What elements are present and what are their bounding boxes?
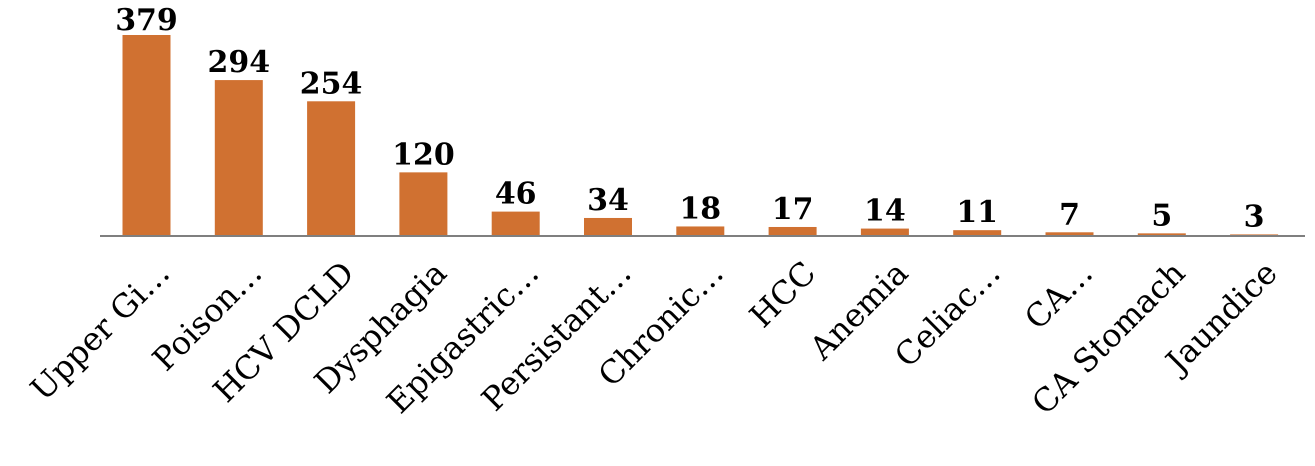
bar-9 xyxy=(953,230,1002,236)
value-label-11: 5 xyxy=(1151,198,1172,233)
bar-1 xyxy=(214,80,263,236)
bar-10 xyxy=(1045,232,1094,236)
tick-label-7: HCC xyxy=(742,254,823,335)
tick-label-0: Upper Gi… xyxy=(23,254,177,408)
value-label-5: 34 xyxy=(587,183,629,218)
bars-group xyxy=(122,35,1279,236)
bar-3 xyxy=(399,172,448,236)
bar-0 xyxy=(122,35,171,236)
value-label-0: 379 xyxy=(115,3,178,38)
value-label-12: 3 xyxy=(1244,199,1265,234)
value-label-2: 254 xyxy=(300,66,363,101)
bar-7 xyxy=(768,226,817,236)
bar-4 xyxy=(491,211,540,236)
value-label-9: 11 xyxy=(956,195,998,230)
bar-11 xyxy=(1137,233,1186,236)
value-labels-group: 379 294 254 120 46 34 18 17 14 11 7 5 3 xyxy=(115,3,1264,234)
value-label-7: 17 xyxy=(772,192,814,227)
bar-2 xyxy=(307,101,356,236)
value-label-6: 18 xyxy=(679,191,721,226)
tick-label-10: CA… xyxy=(1017,254,1100,337)
bar-6 xyxy=(676,226,725,236)
value-label-3: 120 xyxy=(392,137,455,172)
value-label-1: 294 xyxy=(207,45,270,80)
value-label-4: 46 xyxy=(495,177,537,212)
tick-labels-group: Upper Gi…Poison…HCV DCLDDysphagiaEpigast… xyxy=(23,254,1285,422)
value-label-8: 14 xyxy=(864,194,906,229)
bar-8 xyxy=(860,228,909,236)
value-label-10: 7 xyxy=(1059,197,1080,232)
bar-5 xyxy=(584,217,632,236)
